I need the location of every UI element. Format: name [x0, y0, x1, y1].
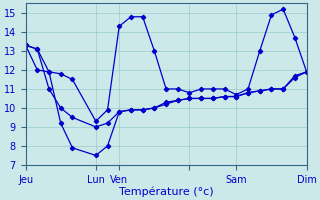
- X-axis label: Température (°c): Température (°c): [119, 186, 213, 197]
